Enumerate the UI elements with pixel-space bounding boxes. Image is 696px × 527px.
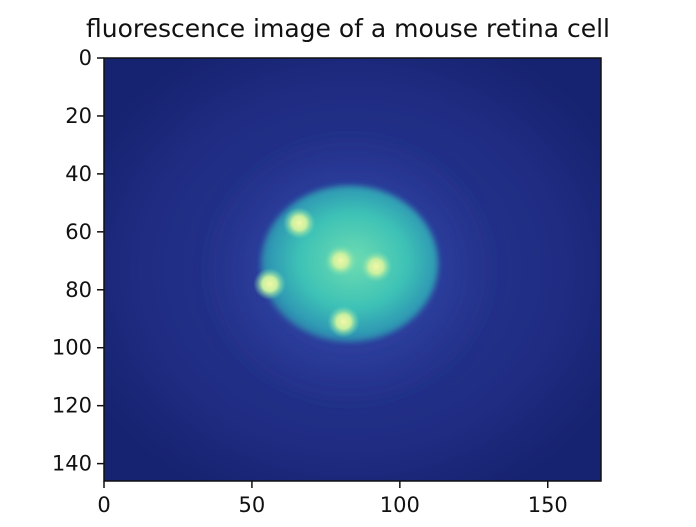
y-tick-label: 20 xyxy=(65,104,92,128)
x-tick-label: 100 xyxy=(380,493,420,517)
x-tick-label: 0 xyxy=(97,493,110,517)
y-tick-label: 140 xyxy=(52,452,92,476)
x-tick-label: 150 xyxy=(528,493,568,517)
bright-spot xyxy=(282,207,316,240)
bright-spot xyxy=(359,250,393,283)
bright-spot xyxy=(253,268,286,300)
fluorescence-image xyxy=(104,58,601,481)
x-tick-label: 50 xyxy=(239,493,266,517)
y-tick-label: 80 xyxy=(65,278,92,302)
y-tick-label: 60 xyxy=(65,220,92,244)
axes-frame xyxy=(103,57,602,482)
bright-spot xyxy=(327,305,360,338)
y-tick-label: 0 xyxy=(79,46,92,70)
y-axis: 0 20 40 60 80 100 120 140 xyxy=(52,46,104,476)
bright-spots xyxy=(253,207,393,338)
y-tick-label: 120 xyxy=(52,394,92,418)
y-tick-label: 40 xyxy=(65,162,92,186)
y-tick-label: 100 xyxy=(52,336,92,360)
bright-spot xyxy=(324,244,357,277)
figure-title: fluorescence image of a mouse retina cel… xyxy=(85,14,611,43)
x-axis: 0 50 100 150 xyxy=(97,481,568,517)
